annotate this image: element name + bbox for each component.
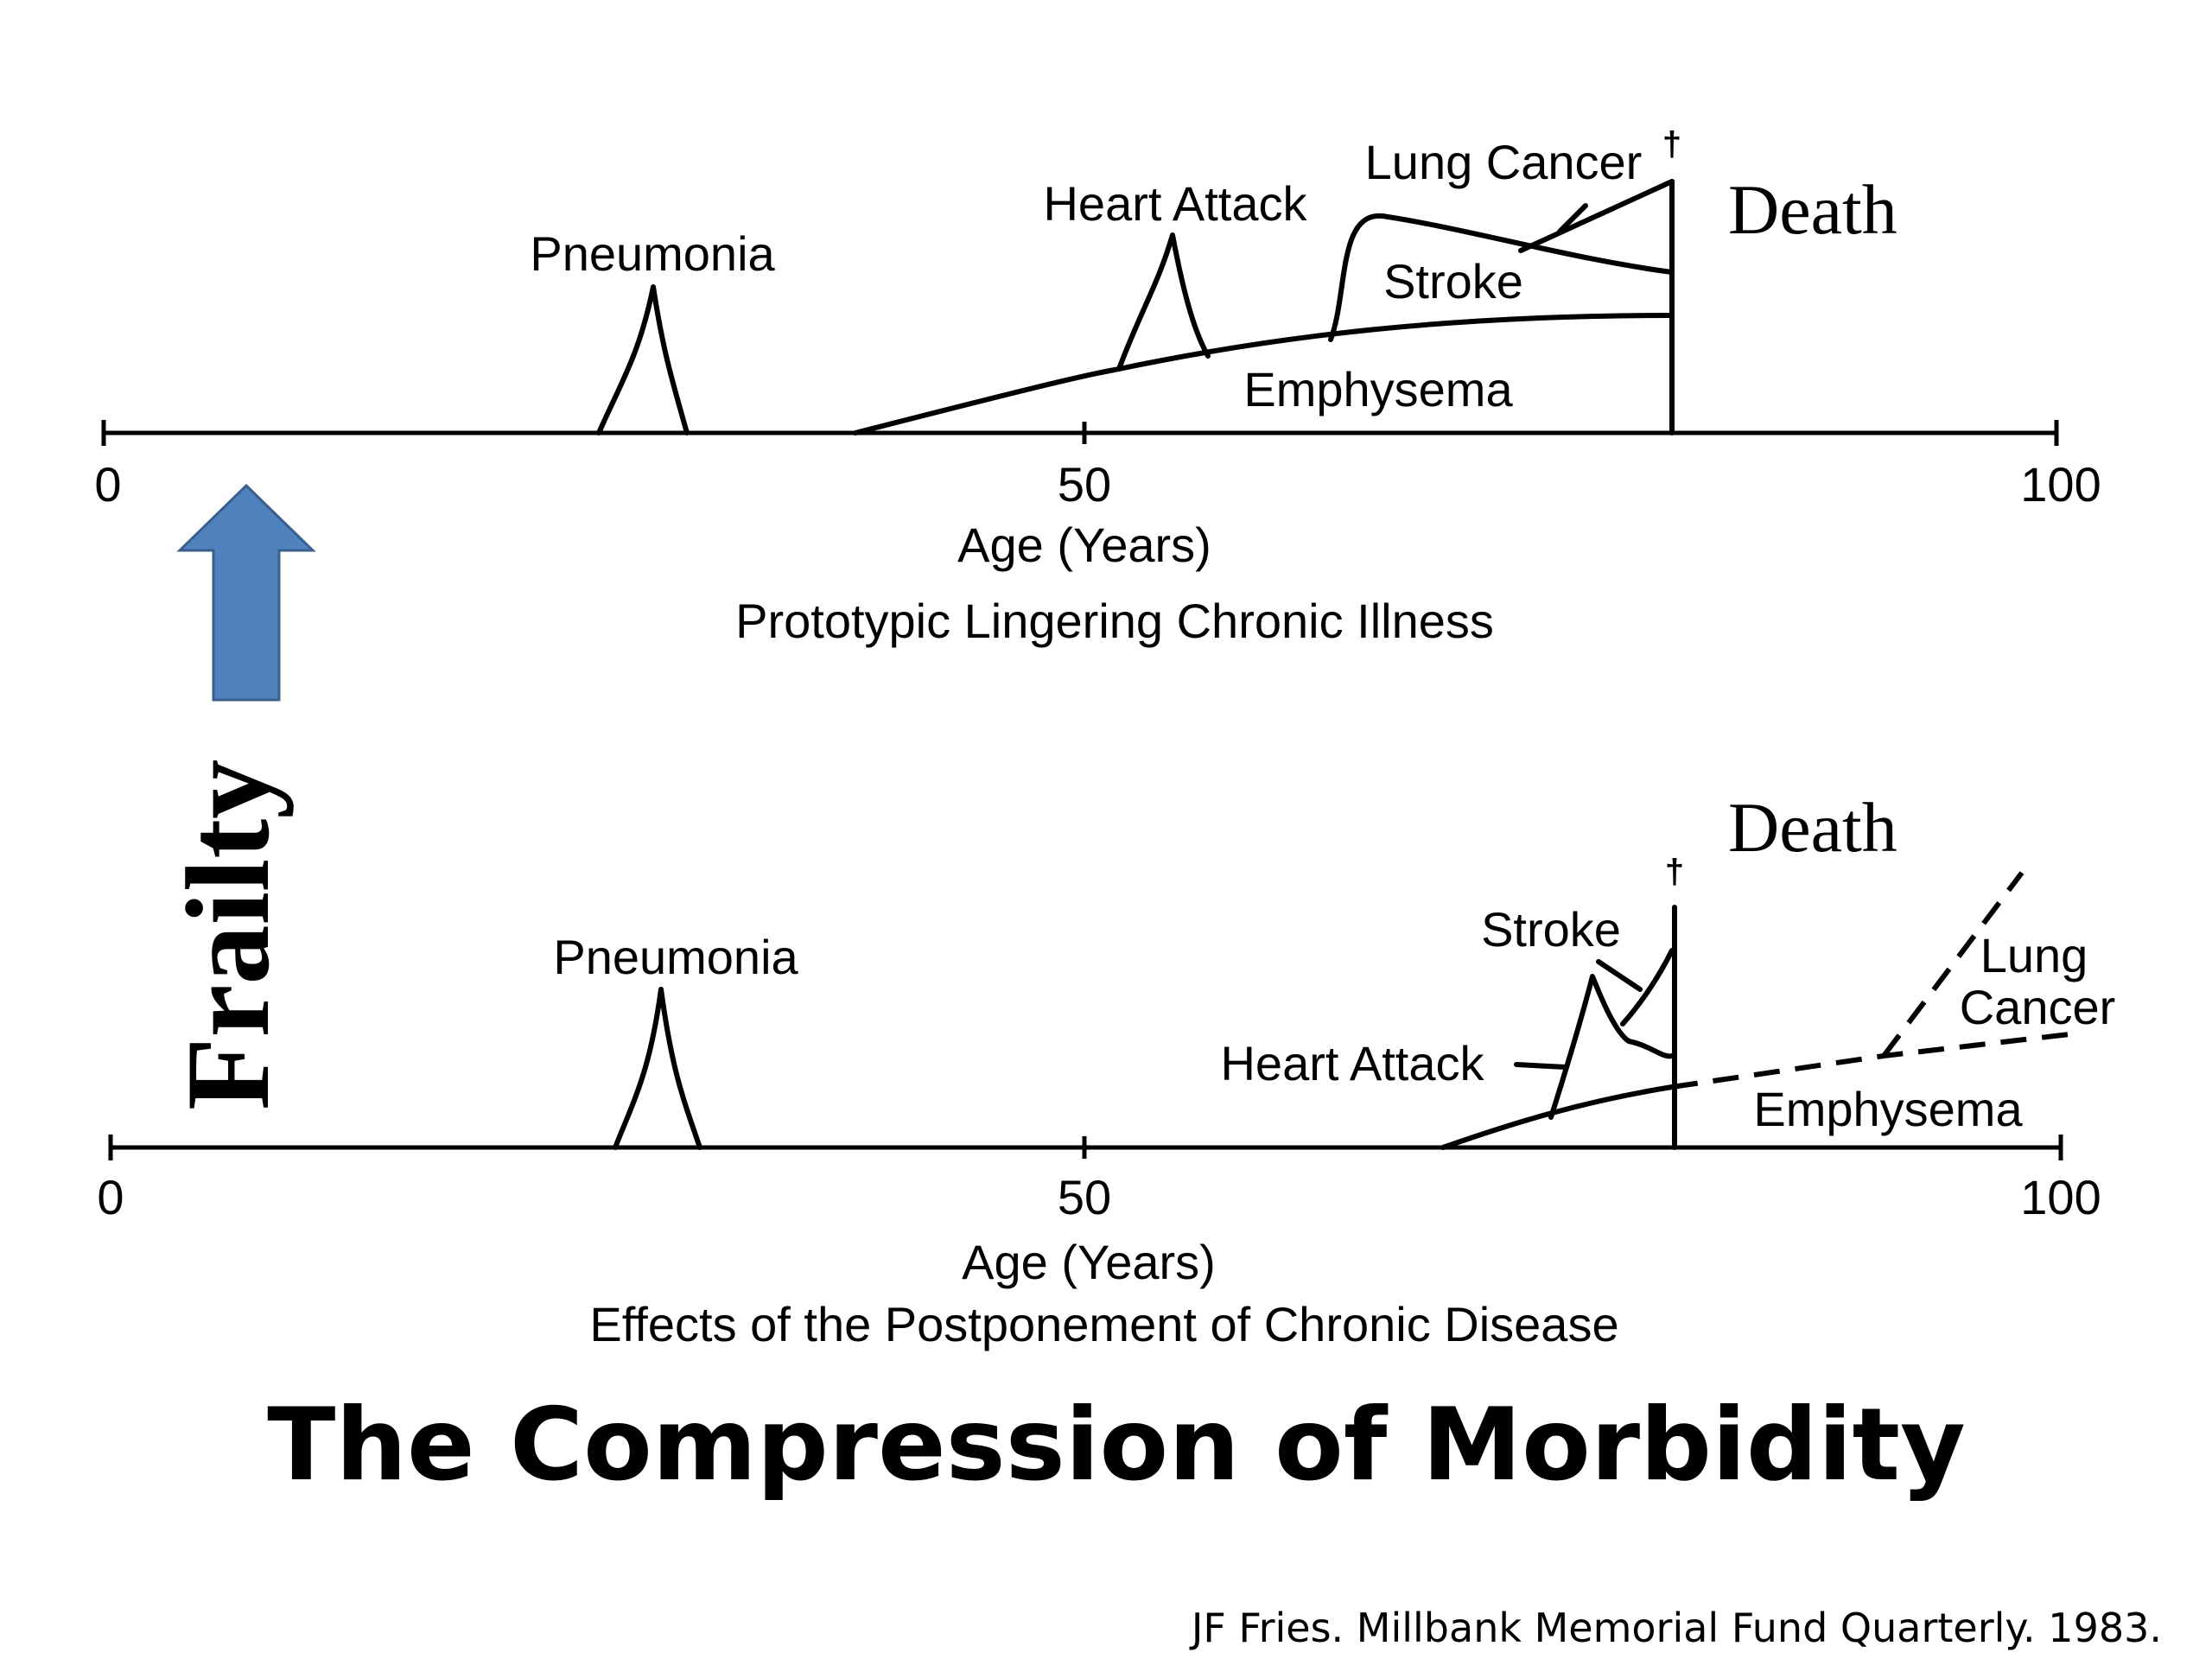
bottom-tick-100: 100	[2020, 1170, 2101, 1224]
frailty-indicator: Frailty	[162, 483, 316, 1110]
top-panel-caption: Prototypic Lingering Chronic Illness	[735, 594, 1494, 648]
frailty-label: Frailty	[162, 760, 294, 1110]
top-tick-50: 50	[1058, 457, 1111, 512]
bottom-death-dagger: †	[1665, 853, 1684, 891]
top-death-label: Death	[1728, 170, 1897, 249]
top-label-lung-cancer: Lung Cancer	[1365, 135, 1643, 189]
bottom-stroke-upper-curve	[1620, 948, 1675, 1027]
top-stroke-curve	[1328, 213, 1675, 342]
top-death-dagger: †	[1662, 125, 1681, 163]
bottom-label-cancer: Cancer	[1960, 980, 2116, 1034]
bottom-pneumonia-curve	[613, 987, 702, 1150]
bottom-stroke-pointer	[1596, 959, 1643, 992]
bottom-heart-attack-pointer	[1514, 1062, 1568, 1070]
bottom-label-heart-attack: Heart Attack	[1220, 1036, 1484, 1090]
top-lung-cancer-curve	[1518, 179, 1675, 253]
top-tick-0: 0	[94, 457, 121, 512]
bottom-heart-attack-curve	[1548, 974, 1631, 1120]
top-heart-attack-curve	[1116, 232, 1211, 372]
bottom-panel: 0 50 100 Age (Years) Effects of the Post…	[97, 788, 2115, 1351]
top-tick-100: 100	[2020, 457, 2101, 512]
bottom-stroke-lower-curve	[1626, 1039, 1675, 1059]
bottom-label-pneumonia: Pneumonia	[553, 930, 798, 984]
top-pneumonia-curve	[596, 284, 690, 435]
bottom-panel-caption: Effects of the Postponement of Chronic D…	[589, 1297, 1618, 1351]
bottom-lung-cancer-projection	[1881, 871, 2024, 1058]
bottom-tick-0: 0	[97, 1170, 124, 1224]
bottom-label-emphysema: Emphysema	[1753, 1082, 2023, 1136]
up-arrow-icon	[176, 483, 316, 702]
citation: JF Fries. Millbank Memorial Fund Quarter…	[1189, 1605, 2162, 1651]
top-lung-cancer-pointer	[1557, 203, 1588, 234]
top-axis-label: Age (Years)	[957, 518, 1211, 572]
bottom-axis-label: Age (Years)	[962, 1235, 1216, 1289]
bottom-death-label: Death	[1728, 788, 1897, 867]
bottom-tick-50: 50	[1058, 1170, 1111, 1224]
top-label-heart-attack: Heart Attack	[1043, 176, 1307, 231]
top-emphysema-curve	[853, 313, 1675, 435]
page-title: The Compression of Morbidity	[267, 1387, 1965, 1503]
top-panel: 0 50 100 Age (Years) Prototypic Lingerin…	[94, 125, 2101, 648]
bottom-label-lung: Lung	[1980, 928, 2088, 982]
top-label-emphysema: Emphysema	[1243, 362, 1513, 416]
bottom-label-stroke: Stroke	[1481, 902, 1621, 957]
bottom-emphysema-projection	[1671, 1032, 2070, 1090]
top-label-stroke: Stroke	[1383, 254, 1523, 308]
top-label-pneumonia: Pneumonia	[530, 226, 775, 281]
